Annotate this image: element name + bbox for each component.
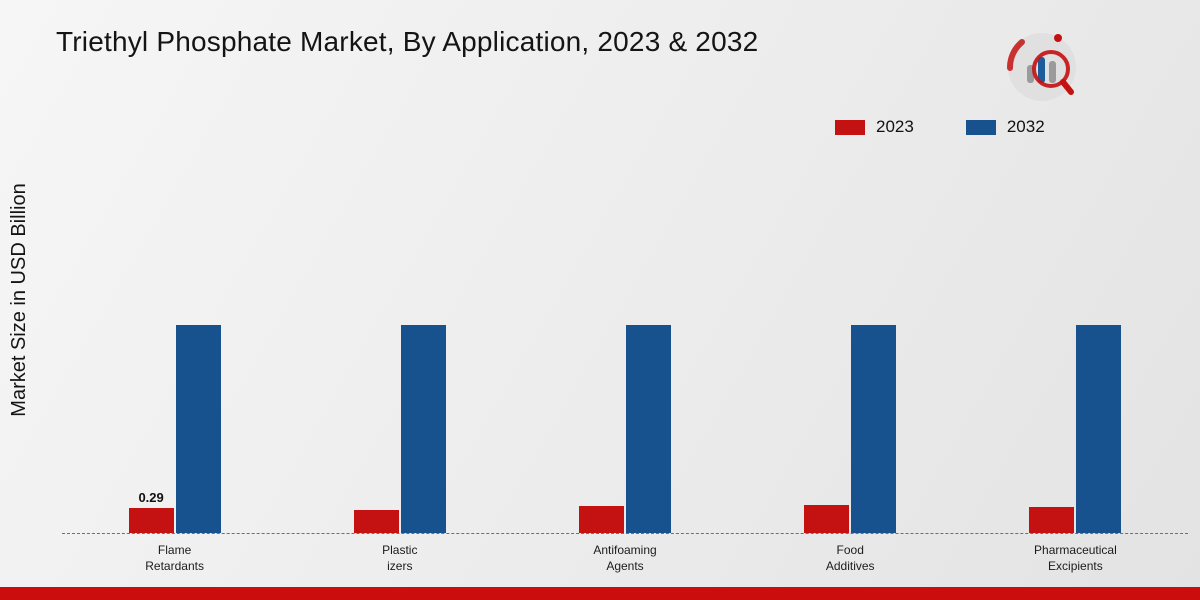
category-label-cell: Flame Retardants (62, 542, 287, 574)
category-label: Antifoaming Agents (593, 543, 657, 574)
legend-swatch-2023 (835, 119, 865, 135)
bars-row: 0.29 (62, 321, 1188, 533)
legend-label: 2032 (1006, 117, 1045, 136)
legend: 2023 2032 (835, 117, 1045, 137)
bar-group (1029, 325, 1122, 533)
category-label-cell: Plastic izers (287, 542, 512, 574)
bar-group: 0.29 (128, 325, 221, 533)
category-label-cell: Pharmaceutical Excipients (963, 542, 1188, 574)
legend-item-2032: 2032 (965, 117, 1045, 137)
bar-2032 (626, 325, 671, 533)
category-label: Food Additives (825, 543, 875, 574)
bar-group-cell (963, 325, 1188, 533)
category-label-cell: Food Additives (738, 542, 963, 574)
plot-area: 0.29 Flame Retardants Plastic izers Antifoam… (62, 321, 1188, 574)
bar-2032 (851, 325, 897, 533)
brand-logo-icon (1000, 26, 1082, 108)
y-axis-label: Market Size in USD Billion (8, 183, 30, 417)
bar-2023 (804, 505, 850, 533)
x-axis-baseline (62, 533, 1188, 534)
bar-group (353, 325, 446, 533)
bar-value-label: 0.29 (138, 490, 164, 505)
bar-2023 (353, 510, 399, 533)
legend-swatch-2032 (965, 119, 996, 135)
bar-group-cell (512, 325, 737, 533)
footer-accent-bar (0, 587, 1200, 600)
bar-2032 (175, 325, 221, 533)
bar-2023 (1029, 507, 1075, 533)
bar-group-cell (738, 325, 963, 533)
bar-2032 (1076, 325, 1122, 533)
bar-group (579, 325, 671, 533)
category-label-cell: Antifoaming Agents (512, 542, 737, 574)
bar-2023: 0.29 (128, 490, 174, 533)
category-label: Plastic izers (382, 543, 418, 574)
bar-2032 (400, 325, 446, 533)
category-labels-row: Flame Retardants Plastic izers Antifoaming Ag… (62, 542, 1188, 574)
category-label: Pharmaceutical Excipients (1034, 543, 1117, 574)
chart-title: Triethyl Phosphate Market, By Applicatio… (56, 26, 759, 57)
legend-item-2023: 2023 (835, 117, 914, 137)
bar-group (804, 325, 897, 533)
bar-group-cell (287, 325, 512, 533)
legend-label: 2023 (876, 117, 914, 136)
bar-group-cell: 0.29 (62, 325, 287, 533)
bar-2023 (579, 506, 624, 533)
category-label: Flame Retardants (145, 543, 204, 574)
